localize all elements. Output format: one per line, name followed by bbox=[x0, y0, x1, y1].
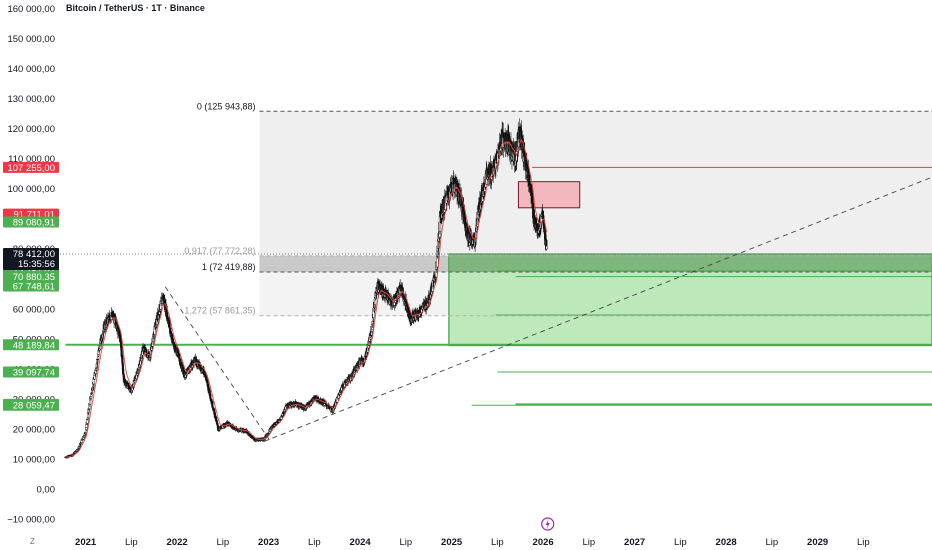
candle-body bbox=[213, 408, 216, 412]
fib-label-3: 1,272 (57 861,35) bbox=[184, 306, 255, 316]
y-tick-label: 150 000,00 bbox=[7, 34, 55, 45]
price-badge-2 bbox=[3, 216, 59, 228]
y-tick-label: 60 000,00 bbox=[13, 304, 55, 315]
price-badge-7 bbox=[3, 366, 59, 378]
candle-body bbox=[89, 396, 93, 399]
trendline-0 bbox=[164, 286, 271, 442]
price-badge-9-text: 28 059,47 bbox=[13, 401, 55, 412]
x-axis: 2021 Lip 2022 Lip 2023 Lip 2024 Lip 2025 Lip 2026 L… bbox=[75, 517, 870, 548]
event-icon-bolt bbox=[545, 519, 550, 529]
price-badge-4 bbox=[3, 271, 59, 283]
price-badge-1-text: 91 711,01 bbox=[13, 210, 55, 221]
x-tick-label: 2023 bbox=[258, 537, 279, 548]
y-tick-label: 20 000,00 bbox=[13, 424, 55, 435]
y-tick-label: 160 000,00 bbox=[7, 4, 55, 15]
green-zone-overlap bbox=[448, 254, 932, 272]
price-badge-9 bbox=[3, 399, 59, 411]
x-tick-label: Lip bbox=[217, 537, 230, 548]
fib-label-0: 0 (125 943,88) bbox=[197, 101, 256, 111]
x-tick-label: 2025 bbox=[441, 537, 463, 548]
x-tick-label: 2027 bbox=[624, 537, 645, 548]
lines-layer bbox=[60, 110, 932, 406]
candle-body bbox=[216, 425, 220, 428]
price-badge-5-text: 67 748,61 bbox=[13, 282, 55, 293]
x-tick-label: Lip bbox=[674, 537, 687, 548]
candles-layer bbox=[64, 118, 548, 459]
y-tick-label: 110 000,00 bbox=[8, 154, 55, 165]
last-price-badge bbox=[3, 248, 59, 271]
x-tick-label: Lip bbox=[857, 537, 870, 548]
last-price-text: 78 412,00 bbox=[13, 249, 55, 260]
x-tick-label: 2029 bbox=[807, 537, 828, 548]
red-supply-zone bbox=[517, 181, 581, 209]
y-tick-label: 140 000,00 bbox=[7, 64, 55, 75]
price-badge-7-text: 39 097,74 bbox=[13, 368, 55, 379]
price-badge-5 bbox=[3, 280, 59, 292]
candle-body bbox=[88, 399, 92, 405]
fib-zone-0 bbox=[259, 111, 932, 256]
price-badge-4-text: 70 880,35 bbox=[13, 272, 55, 283]
zones-layer bbox=[259, 111, 932, 347]
price-badge-2-text: 89 080,91 bbox=[13, 217, 55, 228]
candle-body bbox=[370, 329, 374, 332]
fib-label-2: 1 (72 419,88) bbox=[202, 262, 256, 272]
x-tick-label: 2021 bbox=[75, 537, 97, 548]
price-badge-6 bbox=[3, 339, 59, 351]
x-tick-label: Lip bbox=[766, 537, 779, 548]
fib-label-1: 0,917 (77 772,28) bbox=[184, 246, 255, 256]
y-tick-label: 100 000,00 bbox=[7, 184, 55, 195]
x-tick-label: 2024 bbox=[350, 537, 372, 548]
timezone-corner-label[interactable]: Z bbox=[30, 537, 35, 546]
x-tick-label: 2022 bbox=[167, 537, 188, 548]
y-tick-label: 10 000,00 bbox=[13, 454, 55, 465]
ema-line bbox=[65, 138, 548, 458]
ema-layer bbox=[65, 138, 548, 458]
trendline-1 bbox=[263, 176, 932, 442]
candle-body bbox=[545, 246, 548, 250]
price-badge-6-text: 48 189,84 bbox=[13, 340, 55, 351]
price-badge-0-text: 107 255,00 bbox=[7, 163, 55, 174]
x-tick-label: Lip bbox=[583, 537, 596, 548]
x-tick-label: Lip bbox=[491, 537, 504, 548]
x-tick-label: Lip bbox=[125, 537, 138, 548]
y-tick-label: 130 000,00 bbox=[7, 94, 55, 105]
x-tick-label: Lip bbox=[400, 537, 413, 548]
countdown-text: 15:35:56 bbox=[18, 259, 55, 270]
fib-labels-layer: 0 (125 943,88) 0,917 (77 772,28) 1 (72 419… bbox=[184, 101, 255, 315]
price-badge-0 bbox=[3, 161, 59, 173]
y-tick-label: 120 000,00 bbox=[7, 124, 55, 135]
x-tick-label: Lip bbox=[308, 537, 321, 548]
y-tick-label: −10 000,00 bbox=[7, 514, 55, 525]
y-tick-label: 0,00 bbox=[37, 484, 56, 495]
chart-title: Bitcoin / TetherUS · 1T · Binance bbox=[66, 3, 205, 13]
x-tick-label: 2028 bbox=[716, 537, 737, 548]
x-tick-label: 2026 bbox=[533, 537, 554, 548]
trendlines-layer bbox=[164, 176, 932, 442]
